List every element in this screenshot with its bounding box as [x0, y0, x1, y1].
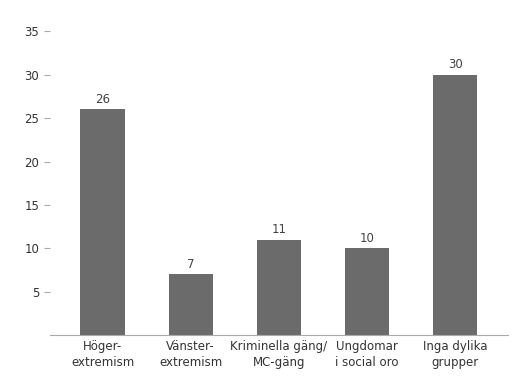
- Bar: [169, 275, 213, 335]
- Bar: [257, 240, 301, 335]
- Text: 10: 10: [360, 232, 374, 245]
- Text: 30: 30: [448, 58, 462, 71]
- Text: 7: 7: [187, 258, 194, 271]
- Bar: [80, 110, 125, 335]
- Bar: [345, 249, 389, 335]
- Bar: [433, 75, 477, 335]
- Text: 26: 26: [95, 93, 110, 106]
- Text: 11: 11: [271, 223, 287, 236]
